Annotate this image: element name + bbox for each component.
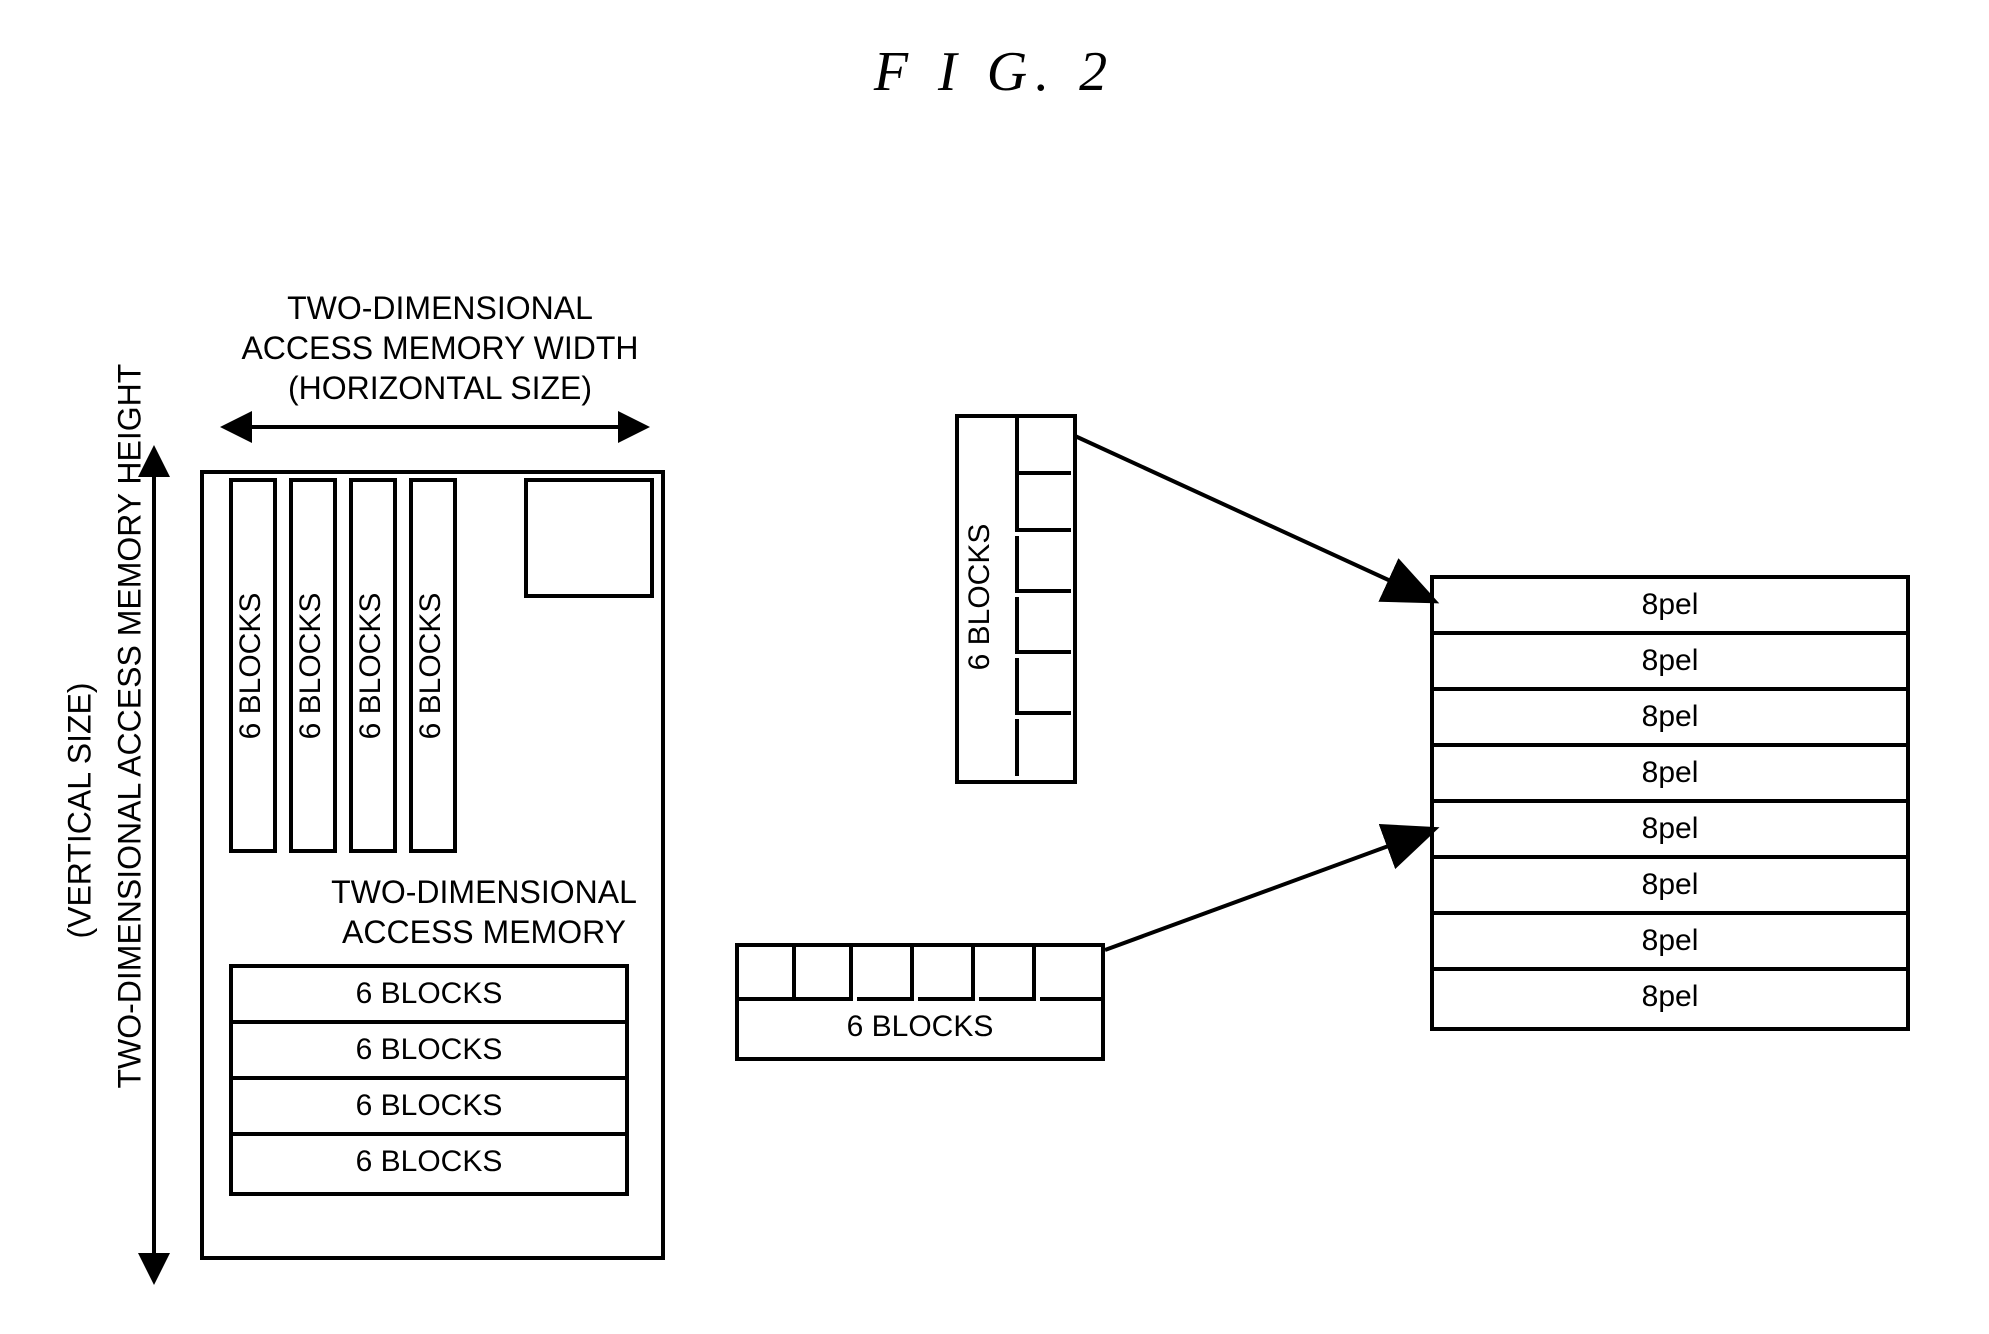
- strip-cell: [1015, 597, 1071, 654]
- strip-cell: [1015, 719, 1071, 776]
- horizontal-row: 6 BLOCKS: [233, 968, 625, 1024]
- horizontal-row: 6 BLOCKS: [233, 1080, 625, 1136]
- horizontal-row: 6 BLOCKS: [233, 1136, 625, 1192]
- strip-cell: [1040, 947, 1101, 1001]
- vertical-strip-label: 6 BLOCKS: [234, 566, 268, 766]
- horizontal-row-group: 6 BLOCKS 6 BLOCKS 6 BLOCKS 6 BLOCKS: [229, 964, 629, 1196]
- vertical-strip-label: 6 BLOCKS: [354, 566, 388, 766]
- strip-cell: [979, 947, 1036, 1001]
- horizontal-dimension-arrow: [250, 425, 620, 429]
- right-pel-table: 8pel 8pel 8pel 8pel 8pel 8pel 8pel 8pel: [1430, 575, 1910, 1031]
- pel-row: 8pel: [1434, 803, 1906, 859]
- horizontal-arrow-head-right-icon: [618, 411, 650, 443]
- vertical-axis-label-line1: TWO-DIMENSIONAL ACCESS MEMORY HEIGHT: [112, 469, 149, 1089]
- strip-cell: [857, 947, 914, 1001]
- pel-row: 8pel: [1434, 635, 1906, 691]
- memory-box: 6 BLOCKS 6 BLOCKS 6 BLOCKS 6 BLOCKS TWO-…: [200, 470, 665, 1260]
- strip-cell: [796, 947, 853, 1001]
- horizontal-axis-label-line3: (HORIZONTAL SIZE): [225, 370, 655, 407]
- strip-cell: [1015, 418, 1071, 475]
- horizontal-row: 6 BLOCKS: [233, 1024, 625, 1080]
- strip-cell: [1015, 475, 1071, 532]
- pel-row: 8pel: [1434, 691, 1906, 747]
- strip-cell: [1015, 658, 1071, 715]
- top-right-empty-block: [524, 478, 654, 598]
- vertical-arrow-head-up-icon: [138, 445, 170, 477]
- pel-row: 8pel: [1434, 971, 1906, 1027]
- arrow-top-icon: [1075, 436, 1432, 600]
- vertical-dimension-arrow: [152, 475, 156, 1255]
- pel-row: 8pel: [1434, 579, 1906, 635]
- memory-inner-label-line1: TWO-DIMENSIONAL: [319, 874, 649, 911]
- strip-cell: [1015, 536, 1071, 593]
- vertical-strip-label: 6 BLOCKS: [294, 566, 328, 766]
- strip-cell: [739, 947, 796, 1001]
- vertical-strip-label: 6 BLOCKS: [414, 566, 448, 766]
- pel-row: 8pel: [1434, 859, 1906, 915]
- vertical-axis-label-line2: (VERTICAL SIZE): [62, 661, 99, 961]
- horizontal-arrow-head-left-icon: [220, 411, 252, 443]
- center-vertical-strip-label: 6 BLOCKS: [963, 497, 997, 697]
- vertical-arrow-head-down-icon: [138, 1253, 170, 1285]
- pel-row: 8pel: [1434, 747, 1906, 803]
- memory-inner-label-line2: ACCESS MEMORY: [319, 914, 649, 951]
- strip-cell: [918, 947, 975, 1001]
- figure-title: F I G. 2: [874, 40, 1115, 104]
- arrow-bottom-icon: [1105, 830, 1432, 950]
- horizontal-axis-label-line2: ACCESS MEMORY WIDTH: [225, 330, 655, 367]
- center-horizontal-strip-label: 6 BLOCKS: [735, 1010, 1105, 1044]
- horizontal-axis-label-line1: TWO-DIMENSIONAL: [225, 290, 655, 327]
- pel-row: 8pel: [1434, 915, 1906, 971]
